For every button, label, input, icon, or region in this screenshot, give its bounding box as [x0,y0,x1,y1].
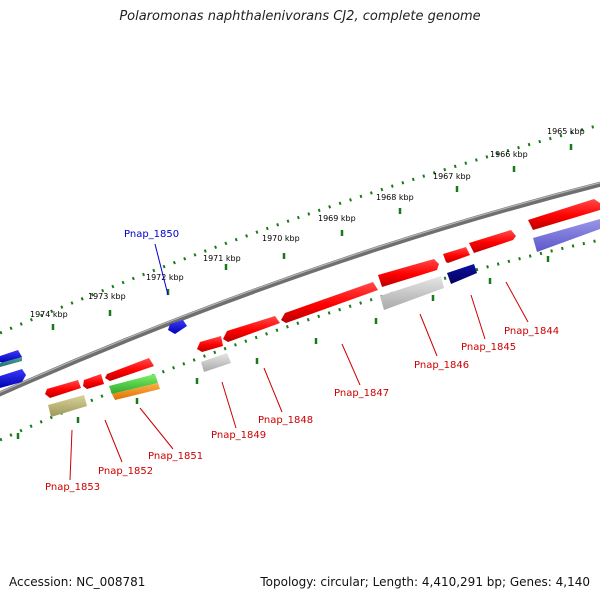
forward-genes [45,199,600,398]
gene-label-pnap-1853[interactable]: Pnap_1853 [45,482,100,493]
genome-summary-text: Topology: circular; Length: 4,410,291 bp… [260,575,590,589]
gene-arrow-pnap-1852[interactable] [83,374,104,389]
scale-label-1970: 1970 kbp [262,234,300,243]
genome-backbone [0,181,600,397]
gene-label-pnap-1845[interactable]: Pnap_1845 [461,342,516,353]
gene-arrow-pnap-1847[interactable] [281,282,378,323]
category-block-purple [533,219,600,252]
gene-arrow-pnap-1848[interactable] [223,316,280,342]
scale-label-1967: 1967 kbp [433,172,471,181]
gene-arrow-left-upper[interactable] [0,350,22,363]
gene-label-pnap-1847[interactable]: Pnap_1847 [334,388,389,399]
gene-arrow-pnap-1844[interactable] [528,199,600,230]
label-leaders [69,243,529,481]
scale-label-1969: 1969 kbp [318,214,356,223]
category-block-gray [380,276,444,310]
gene-arrow-pnap-1845[interactable] [469,230,516,253]
scale-label-1968: 1968 kbp [376,193,414,202]
gene-arrow-pnap-1853[interactable] [45,380,81,398]
accession-text: Accession: NC_008781 [9,575,146,589]
gene-arrow-pnap-1849[interactable] [197,336,223,352]
category-block-gray-small [201,353,231,372]
gene-label-pnap-1848[interactable]: Pnap_1848 [258,415,313,426]
scale-label-1974: 1974 kbp [30,310,68,319]
gene-label-pnap-1844[interactable]: Pnap_1844 [504,326,559,337]
gene-arrow-pnap-1846-a[interactable] [443,247,470,263]
inner-scale-ticks [16,256,550,439]
gene-label-pnap-1849[interactable]: Pnap_1849 [211,430,266,441]
genome-backbone-highlight [0,182,600,393]
category-blocks [48,219,600,417]
gene-label-pnap-1850[interactable]: Pnap_1850 [124,229,179,240]
category-block-navy [447,264,477,284]
gene-arrow-pnap-1846[interactable] [378,259,439,287]
gene-arrow-pnap-1850[interactable] [168,320,187,334]
reverse-genes [0,320,187,388]
scale-label-1966: 1966 kbp [490,150,528,159]
scale-label-1965: 1965 kbp [547,127,585,136]
category-block-green [109,374,158,394]
scale-label-1973: 1973 kbp [88,292,126,301]
gene-label-pnap-1846[interactable]: Pnap_1846 [414,360,469,371]
inner-scale-track [0,238,600,442]
gene-arrow-left-lower[interactable] [0,369,26,388]
category-block-orange [112,383,160,400]
map-title: Polaromonas naphthalenivorans CJ2, compl… [119,9,481,24]
gene-label-pnap-1852[interactable]: Pnap_1852 [98,466,153,477]
scale-label-1972: 1972 kbp [146,273,184,282]
gene-label-pnap-1851[interactable]: Pnap_1851 [148,451,203,462]
gene-arrow-pnap-1851[interactable] [105,358,154,381]
category-block-khaki [48,395,87,417]
outer-scale-ticks [51,144,573,330]
gene-arrow-left-upper-teal[interactable] [0,357,22,367]
scale-label-1971: 1971 kbp [203,254,241,263]
